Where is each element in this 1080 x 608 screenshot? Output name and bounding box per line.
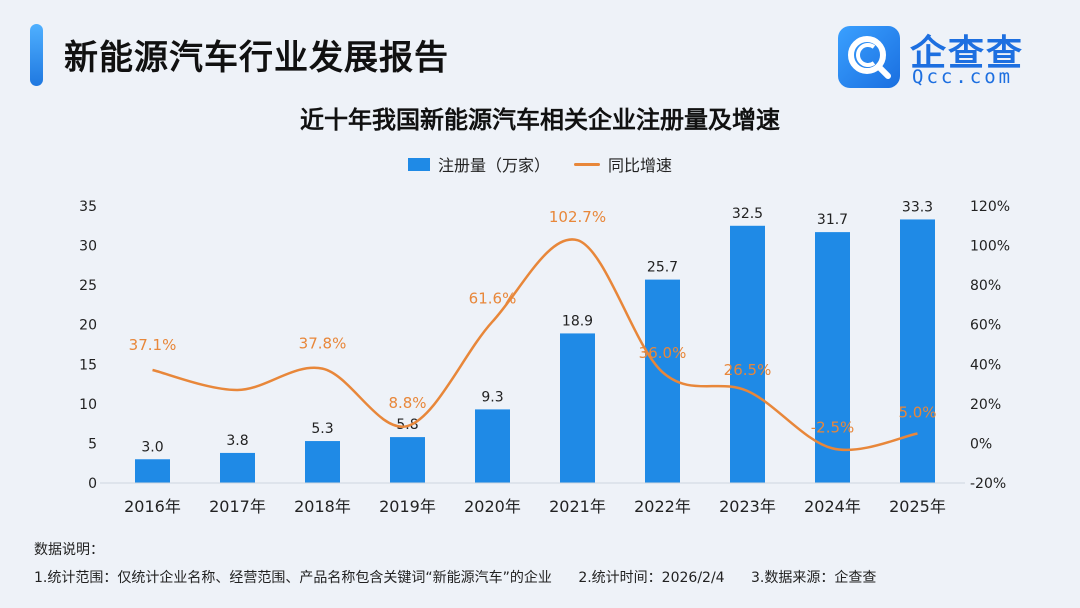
legend-line-swatch [574, 162, 600, 166]
legend-item-registrations: 注册量（万家） [407, 152, 550, 176]
y-left-tick-label: 15 [79, 357, 97, 373]
bar-value-label: 32.5 [732, 206, 763, 222]
growth-value-label: -2.5% [811, 418, 855, 436]
legend-item-growth: 同比增速 [574, 152, 672, 176]
x-tick-label: 2017年 [209, 497, 266, 516]
y-right-tick-label: 0% [970, 436, 992, 452]
legend-bar-swatch [407, 157, 430, 171]
y-right-tick-label: 60% [970, 318, 1001, 334]
y-right-tick-label: 100% [970, 239, 1010, 255]
growth-value-label: 36.0% [639, 344, 687, 362]
legend-label-registrations: 注册量（万家） [437, 156, 550, 175]
bar-value-label: 3.8 [226, 433, 248, 449]
growth-value-label: 8.8% [388, 394, 426, 412]
y-left-tick-label: 0 [88, 476, 97, 492]
notes-line: 1.统计范围：仅统计企业名称、经营范围、产品名称包含关键词“新能源汽车”的企业 … [34, 567, 898, 587]
x-tick-label: 2024年 [804, 497, 861, 516]
x-tick-label: 2025年 [889, 497, 946, 516]
y-left-tick-label: 5 [88, 436, 97, 452]
y-left-tick-label: 20 [79, 318, 97, 334]
growth-value-label: 26.5% [724, 361, 772, 379]
growth-value-label: 37.8% [299, 335, 347, 353]
header-accent-bar [30, 24, 43, 86]
note-source: 3.数据来源：企查查 [751, 570, 877, 586]
x-tick-label: 2021年 [549, 497, 606, 516]
bar-2018年 [305, 441, 340, 483]
report-title: 新能源汽车行业发展报告 [64, 38, 449, 78]
growth-value-label: 5.0% [898, 404, 936, 422]
legend-label-growth: 同比增速 [608, 156, 673, 175]
growth-value-label: 102.7% [549, 208, 606, 226]
bar-value-label: 31.7 [817, 212, 848, 228]
growth-rate-line [152, 238, 918, 452]
note-scope: 1.统计范围：仅统计企业名称、经营范围、产品名称包含关键词“新能源汽车”的企业 [34, 570, 552, 586]
x-tick-label: 2020年 [464, 497, 521, 516]
notes-heading: 数据说明： [34, 542, 104, 558]
growth-value-label: 37.1% [129, 336, 177, 354]
logo-name: 企查查 [910, 33, 1025, 74]
bar-value-label: 33.3 [902, 199, 933, 215]
chart-title: 近十年我国新能源汽车相关企业注册量及增速 [300, 106, 780, 134]
bar-value-label: 5.3 [311, 421, 333, 437]
bar-2023年 [730, 225, 765, 484]
bar-2025年 [900, 219, 935, 483]
bar-2020年 [475, 409, 510, 483]
bar-2019年 [390, 437, 425, 483]
bar-2017年 [220, 452, 255, 483]
chart-legend: 注册量（万家） 同比增速 [0, 152, 1080, 176]
y-right-tick-label: 80% [970, 278, 1001, 294]
logo-magnifier-icon [848, 36, 891, 79]
x-tick-label: 2023年 [719, 497, 776, 516]
x-tick-label: 2022年 [634, 497, 691, 516]
y-left-tick-label: 35 [79, 199, 97, 215]
x-tick-label: 2019年 [379, 497, 436, 516]
bar-2016年 [135, 459, 170, 483]
y-right-tick-label: 120% [970, 199, 1010, 215]
x-tick-label: 2018年 [294, 497, 351, 516]
bar-value-label: 25.7 [647, 260, 678, 276]
note-date: 2.统计时间：2026/2/4 [578, 570, 725, 586]
logo-badge [838, 26, 900, 88]
y-right-tick-label: -20% [970, 476, 1006, 492]
qcc-logo: 企查查 Qcc.com [838, 26, 1048, 90]
logo-domain: Qcc.com [912, 66, 1014, 88]
y-right-tick-label: 40% [970, 357, 1001, 373]
bar-value-label: 18.9 [562, 313, 593, 329]
y-left-tick-label: 25 [79, 278, 97, 294]
growth-value-label: 61.6% [469, 290, 517, 308]
bar-2021年 [560, 333, 595, 483]
y-right-tick-label: 20% [970, 397, 1001, 413]
bar-2024年 [815, 232, 850, 483]
bar-value-label: 9.3 [481, 389, 503, 405]
x-tick-label: 2016年 [124, 497, 181, 516]
bar-value-label: 3.0 [141, 439, 163, 455]
y-left-tick-label: 10 [79, 397, 97, 413]
y-left-tick-label: 30 [79, 239, 97, 255]
